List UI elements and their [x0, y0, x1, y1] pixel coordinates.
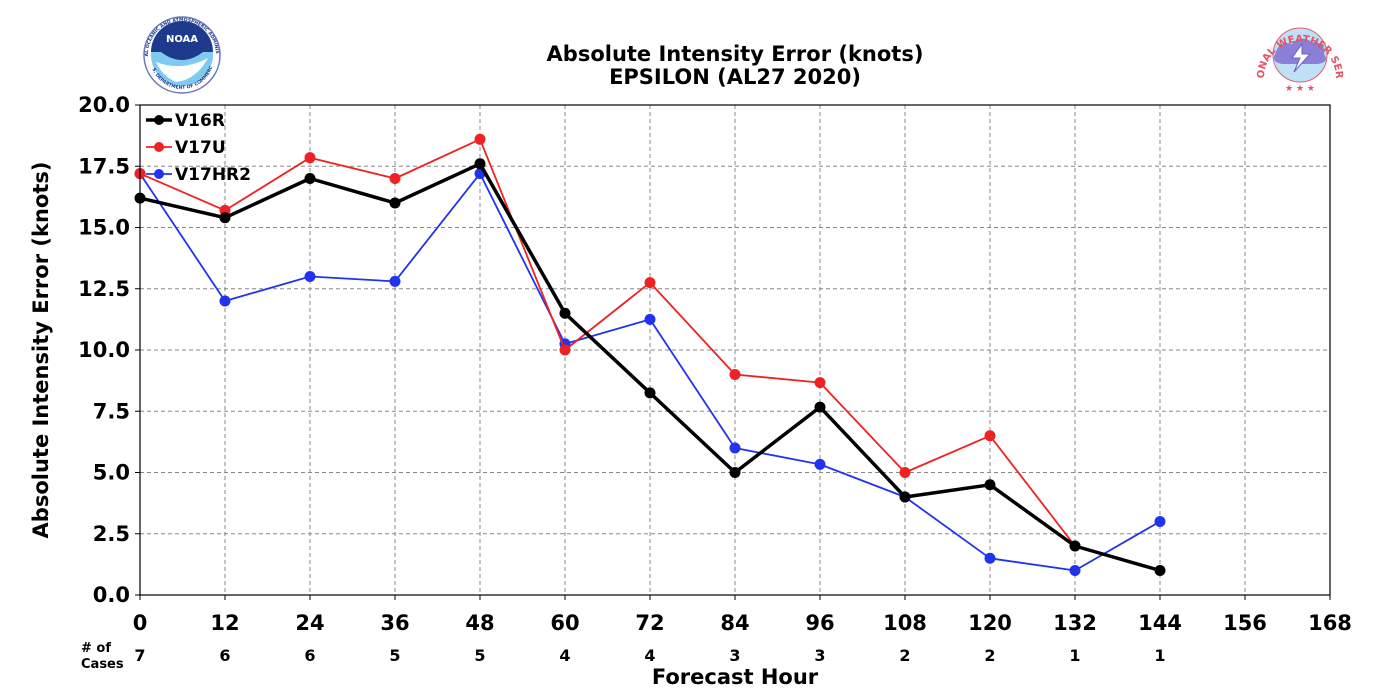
x-tick-label: 108 — [883, 611, 927, 635]
x-tick-label: 12 — [210, 611, 239, 635]
data-point-v16r — [644, 387, 656, 399]
noaa-logo: NOAA NATIONAL OCEANIC AND ATMOSPHERIC AD… — [0, 0, 221, 94]
data-point-v16r — [984, 479, 996, 491]
data-point-v17hr2 — [729, 442, 741, 454]
nws-star-decor: ★ ★ ★ — [1285, 84, 1315, 94]
data-point-v17hr2 — [984, 552, 996, 564]
x-tick-label: 96 — [805, 611, 834, 635]
x-tick-label: 84 — [720, 611, 749, 635]
series-v16r — [134, 158, 1166, 576]
y-tick-label: 0.0 — [93, 583, 130, 607]
data-point-v16r — [389, 197, 401, 209]
case-count: 7 — [134, 646, 145, 665]
case-count: 3 — [814, 646, 825, 665]
chart-subtitle: EPSILON (AL27 2020) — [609, 65, 861, 89]
x-tick-label: 60 — [550, 611, 579, 635]
case-count: 6 — [304, 646, 315, 665]
case-count: 2 — [984, 646, 995, 665]
legend-item-v17u: V17U — [146, 138, 226, 158]
data-point-v17hr2 — [1069, 565, 1081, 576]
legend-label: V16R — [175, 111, 225, 131]
cases-row: 7 6 6 5 5 4 4 3 3 2 2 1 1 — [134, 646, 1165, 665]
series-layer — [134, 133, 1166, 576]
noaa-logo-text: NOAA — [166, 34, 198, 45]
data-point-v17u — [729, 369, 741, 380]
data-point-v17u — [984, 430, 996, 442]
data-point-v17u — [474, 133, 486, 145]
data-point-v17u — [559, 344, 571, 356]
y-tick-label: 17.5 — [78, 154, 130, 178]
chart-title: Absolute Intensity Error (knots) — [547, 42, 924, 66]
y-tick-label: 2.5 — [93, 522, 130, 546]
data-point-v17u — [389, 173, 401, 184]
data-point-v16r — [219, 212, 231, 224]
x-tick-label: 132 — [1053, 611, 1097, 635]
data-point-v17hr2 — [219, 295, 231, 307]
data-point-v17hr2 — [304, 271, 316, 282]
data-point-v17u — [814, 377, 826, 389]
data-point-v16r — [729, 467, 741, 478]
x-tick-label: 144 — [1138, 611, 1182, 635]
case-count: 3 — [729, 646, 740, 665]
y-tick-label: 10.0 — [78, 338, 130, 362]
y-tick-label: 7.5 — [93, 399, 130, 423]
data-point-v17u — [899, 467, 911, 478]
cases-label-line-2: Cases — [81, 657, 124, 672]
x-tick-label: 48 — [465, 611, 494, 635]
data-point-v16r — [474, 158, 486, 170]
case-count: 4 — [644, 646, 655, 665]
y-tick-label: 20.0 — [78, 93, 130, 117]
data-point-v16r — [899, 491, 911, 503]
legend-label: V17U — [175, 138, 226, 158]
data-point-v16r — [304, 173, 316, 184]
legend-item-v16r: V16R — [146, 111, 225, 131]
legend-marker — [154, 142, 164, 152]
data-point-v17hr2 — [814, 458, 826, 470]
x-tick-label: 36 — [380, 611, 409, 635]
case-count: 6 — [219, 646, 230, 665]
x-tick-label: 24 — [295, 611, 324, 635]
data-point-v16r — [1154, 565, 1166, 576]
grid — [140, 105, 1330, 595]
plot-frame — [139, 104, 1331, 596]
y-tick-label: 12.5 — [78, 277, 130, 301]
case-count: 1 — [1069, 646, 1080, 665]
case-count: 4 — [559, 646, 570, 665]
data-point-v17hr2 — [389, 275, 401, 287]
legend-label: V17HR2 — [175, 165, 251, 185]
y-tick-label: 5.0 — [93, 461, 130, 485]
case-count: 5 — [389, 646, 400, 665]
series-v17u — [134, 133, 1081, 552]
y-tick-label: 15.0 — [78, 216, 130, 240]
legend-marker — [154, 115, 164, 125]
case-count: 1 — [1154, 646, 1165, 665]
data-point-v17hr2 — [644, 313, 656, 325]
legend-item-v17hr2: V17HR2 — [146, 165, 251, 185]
x-tick-label: 72 — [635, 611, 664, 635]
data-point-v16r — [1069, 540, 1081, 552]
data-point-v17hr2 — [1154, 516, 1166, 527]
case-count: 2 — [899, 646, 910, 665]
x-axis-label: Forecast Hour — [652, 665, 819, 689]
x-tick-label: 156 — [1223, 611, 1267, 635]
case-count: 5 — [474, 646, 485, 665]
y-axis-label: Absolute Intensity Error (knots) — [29, 162, 53, 539]
axis-ticks: 0 12 24 36 48 60 72 84 96 108 120 132 144 156 168 0.0 2.… — [78, 93, 1352, 635]
x-tick-label: 168 — [1308, 611, 1352, 635]
x-tick-label: 0 — [133, 611, 148, 635]
legend: V16R V17U V17HR2 — [146, 111, 251, 185]
series-line-v17u — [139, 138, 1076, 547]
legend-marker — [154, 169, 164, 179]
cases-label-line-1: # of — [81, 641, 111, 656]
data-point-v16r — [814, 401, 826, 413]
x-tick-label: 120 — [968, 611, 1012, 635]
data-point-v17u — [644, 277, 656, 289]
data-point-v16r — [559, 307, 571, 319]
data-point-v17u — [304, 152, 316, 164]
